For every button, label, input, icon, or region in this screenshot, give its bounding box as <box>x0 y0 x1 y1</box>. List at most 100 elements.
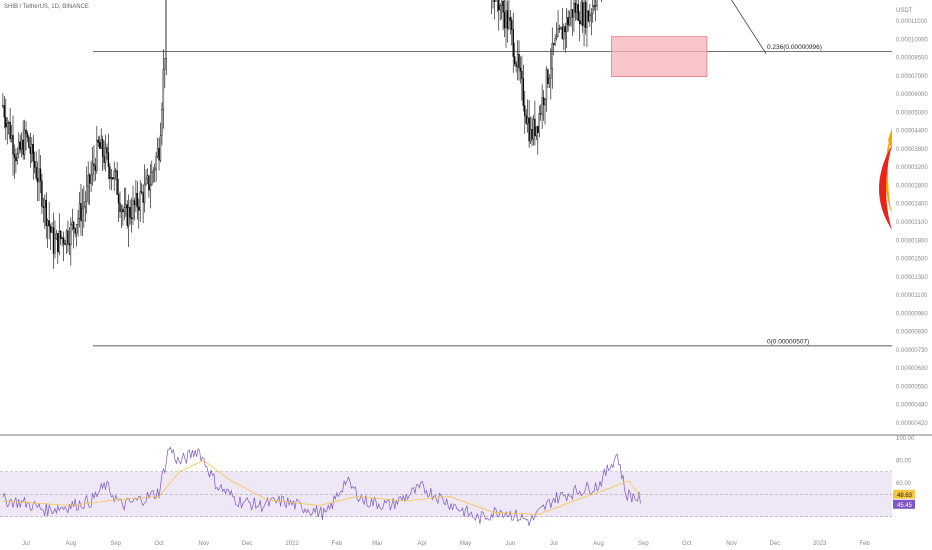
time-tick-label: Sep <box>110 541 121 547</box>
candle <box>120 204 123 229</box>
candle-body <box>51 227 53 233</box>
candle-body <box>500 1 503 6</box>
candle-body <box>532 118 535 140</box>
candle-body <box>547 69 549 84</box>
candle <box>535 126 538 141</box>
candle-body <box>158 148 160 161</box>
candle <box>547 68 549 89</box>
candle-body <box>587 10 590 22</box>
candle-body <box>505 10 507 29</box>
candle <box>139 180 141 222</box>
candle-body <box>97 139 100 143</box>
candle-body <box>539 113 542 115</box>
candle-body <box>571 9 574 18</box>
candle-body <box>127 207 130 226</box>
candle-body <box>7 122 10 124</box>
candle-body <box>61 237 63 240</box>
candle-body <box>143 183 146 203</box>
candle-body <box>16 153 19 162</box>
time-tick-label: Oct <box>682 541 692 547</box>
candle <box>592 0 594 23</box>
time-tick-label: Nov <box>199 541 210 547</box>
candle-body <box>52 227 55 254</box>
candle-body <box>84 201 86 207</box>
candle-body <box>75 224 78 234</box>
candle <box>129 199 131 225</box>
candle <box>123 187 126 221</box>
candle-body <box>3 105 6 118</box>
candle <box>601 0 602 3</box>
candle-body <box>91 163 94 175</box>
candle-body <box>544 99 546 106</box>
price-tick-label: 0.00003800 <box>896 147 928 153</box>
candle <box>596 0 598 11</box>
candle <box>110 168 113 191</box>
candle-body <box>560 27 562 30</box>
rsi-tick-label: 60.00 <box>896 481 912 487</box>
candle <box>32 134 34 180</box>
candle <box>564 22 566 53</box>
candle-body <box>49 226 52 233</box>
candle-body <box>60 231 62 240</box>
time-axis[interactable]: Jul Aug Sep Oct Nov Dec 2022 Feb Mar Apr May Jun Jul… <box>22 541 870 547</box>
candle <box>594 0 597 22</box>
candle <box>22 120 24 160</box>
candle-body <box>149 184 152 191</box>
candle-body <box>531 128 533 140</box>
candle <box>551 27 553 89</box>
candle <box>146 168 149 185</box>
candle <box>18 132 20 159</box>
candle <box>78 191 81 228</box>
demand-zone-box <box>611 36 708 77</box>
candle <box>54 220 56 259</box>
candle <box>508 0 510 31</box>
candle-body <box>535 126 538 137</box>
candle <box>528 100 530 148</box>
candle-body <box>45 199 47 226</box>
candle-body <box>32 144 34 162</box>
time-tick-label: Nov <box>726 541 737 547</box>
watermark-logo <box>879 128 892 230</box>
price-tick-label: 0.00000830 <box>896 330 928 336</box>
candle <box>497 0 498 12</box>
candle <box>20 132 23 158</box>
candle <box>35 151 37 181</box>
candle-body <box>78 203 81 219</box>
candle <box>19 134 21 153</box>
price-tick-label: 0.00001100 <box>896 293 928 299</box>
candle-body <box>508 17 510 29</box>
candle <box>545 66 548 112</box>
candle-body <box>68 243 71 246</box>
candle <box>29 132 32 168</box>
candle <box>3 96 6 129</box>
candle <box>561 8 564 40</box>
time-tick-label: Mar <box>372 541 382 547</box>
candle <box>555 22 558 41</box>
candle-body <box>119 202 121 213</box>
candle-body <box>503 12 506 29</box>
candle <box>548 74 551 88</box>
candle <box>583 0 585 47</box>
rsi-ma-badge-value: 48.63 <box>897 493 913 499</box>
candle-body <box>493 0 496 2</box>
candle <box>554 34 556 47</box>
candle-body <box>551 43 553 69</box>
logo-orange-crescent <box>885 130 892 215</box>
candle-body <box>25 129 27 134</box>
candle <box>97 136 100 147</box>
price-axis[interactable]: USDT 0.00011000 0.00010000 0.00008500 0.0000… <box>0 8 932 436</box>
price-tick-label: 0.00007000 <box>896 74 928 80</box>
candle-body <box>101 139 104 157</box>
candle <box>519 56 522 84</box>
candle <box>133 197 136 221</box>
candle-body <box>589 14 591 22</box>
candle <box>161 102 163 146</box>
candle-body <box>545 69 548 100</box>
candle-body <box>73 222 75 230</box>
candle <box>52 212 55 269</box>
price-tick-label: 0.00001300 <box>896 275 928 281</box>
candle-body <box>33 160 36 168</box>
candle-body <box>48 220 50 227</box>
candle-body <box>123 207 126 213</box>
